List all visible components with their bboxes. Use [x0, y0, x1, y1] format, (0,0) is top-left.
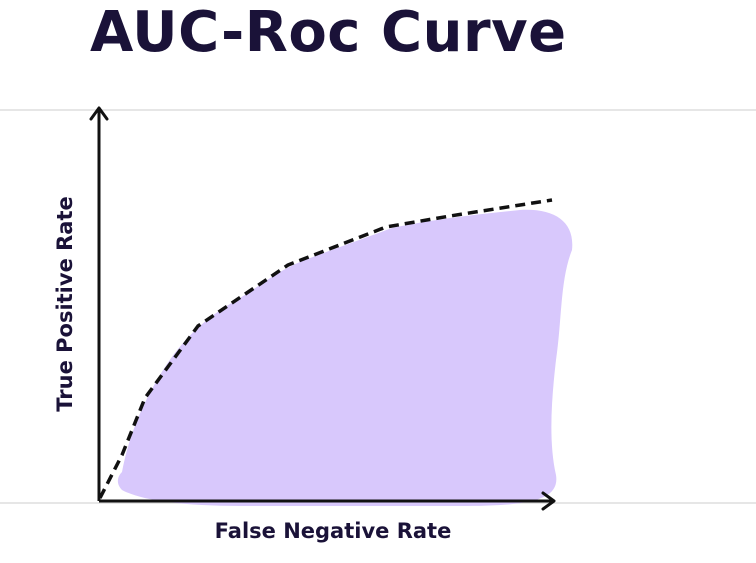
y-axis-label: True Positive Rate — [53, 196, 77, 412]
x-axis-arrowhead — [541, 491, 556, 511]
x-axis-label: False Negative Rate — [215, 519, 452, 543]
area-under-curve — [117, 209, 573, 506]
page-title: AUC-Roc Curve — [90, 0, 567, 65]
roc-curve-dashed-line — [98, 198, 553, 499]
y-axis-arrowhead — [89, 106, 109, 121]
